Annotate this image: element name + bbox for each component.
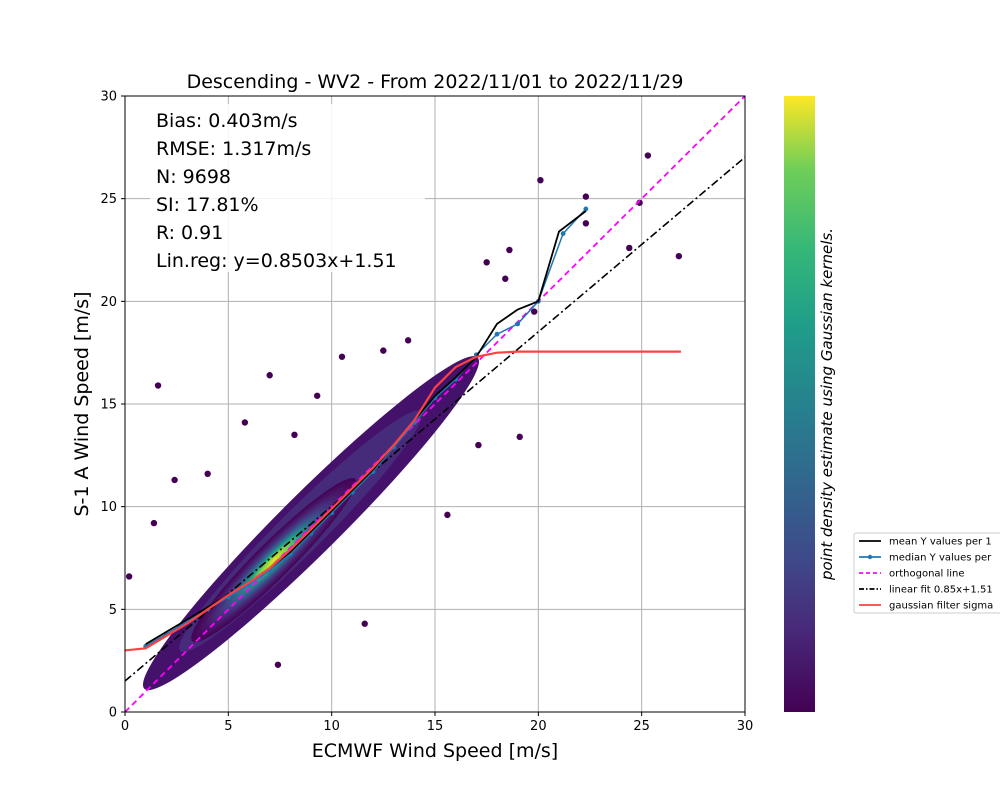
legend-label: orthogonal line (889, 569, 965, 580)
legend-label: median Y values per (889, 553, 992, 564)
scatter-point (582, 193, 590, 200)
stats-line: Bias: 0.403m/s (156, 110, 298, 132)
scatter-point (338, 353, 346, 360)
legend-box (853, 532, 1000, 614)
scatter-point (626, 244, 633, 252)
x-tick-label: 30 (737, 719, 754, 734)
scatter-point (537, 176, 544, 184)
scatter-point (675, 252, 683, 260)
scatter-point (241, 419, 249, 426)
colorbar-label: point density estimate using Gaussian ke… (818, 228, 836, 581)
chart-title: Descending - WV2 - From 2022/11/01 to 20… (187, 71, 684, 93)
legend-label: linear fit 0.85x+1.51 (889, 585, 993, 596)
y-tick-label: 0 (109, 706, 117, 721)
scatter-point (125, 573, 133, 580)
y-tick-label: 10 (100, 500, 117, 515)
legend-marker (867, 554, 873, 560)
y-tick-label: 25 (100, 192, 117, 207)
y-tick-label: 30 (100, 90, 117, 105)
stats-background (150, 104, 425, 272)
scatter-point (314, 392, 321, 399)
scatter-point (644, 152, 652, 159)
scatter-point (531, 308, 538, 315)
x-tick-label: 25 (633, 719, 650, 734)
stats-line: R: 0.91 (156, 222, 223, 244)
scatter-point (444, 511, 451, 519)
stats-line: Lin.reg: y=0.8503x+1.51 (156, 250, 397, 272)
scatter-point (475, 441, 482, 449)
scatter-point (380, 347, 387, 354)
y-tick-label: 15 (100, 398, 117, 413)
scatter-point (361, 620, 368, 627)
scatter-point (291, 431, 298, 438)
series-line-median-y-values-per (145, 208, 587, 647)
median-point (583, 206, 589, 212)
scatter-point (204, 470, 211, 478)
stats-line: SI: 17.81% (156, 194, 259, 216)
legend-label: mean Y values per 1 (889, 537, 992, 548)
scatter-point (274, 661, 282, 668)
scatter-point (582, 220, 590, 227)
scatter-point (171, 476, 178, 484)
scatter-point (154, 382, 162, 389)
scatter-point (502, 275, 509, 282)
series-line-mean-y-values-per-1 (145, 210, 587, 645)
y-axis-label: S-1 A Wind Speed [m/s] (71, 291, 93, 516)
x-tick-label: 0 (121, 719, 129, 734)
stats-line: RMSE: 1.317m/s (156, 138, 311, 160)
colorbar (784, 96, 815, 712)
legend-label: gaussian filter sigma (889, 601, 993, 612)
x-tick-label: 5 (224, 719, 232, 734)
scatter-point (150, 519, 158, 527)
median-point (515, 321, 521, 327)
scatter-point (266, 372, 273, 379)
scatter-point (483, 259, 490, 266)
scatter-point (404, 337, 412, 344)
median-point (494, 331, 500, 337)
series-line-orthogonal-line (125, 96, 745, 712)
series-line-gaussian-filter-sigma (125, 350, 681, 652)
x-tick-label: 10 (323, 719, 340, 734)
stats-line: N: 9698 (156, 166, 231, 188)
x-tick-label: 20 (530, 719, 547, 734)
scatter-point (506, 246, 513, 254)
x-tick-label: 15 (427, 719, 444, 734)
stats-box: Bias: 0.403m/s RMSE: 1.317m/s N: 9698 SI: 1… (150, 104, 425, 272)
y-tick-label: 20 (100, 295, 117, 310)
x-axis-label: ECMWF Wind Speed [m/s] (312, 740, 558, 762)
scatter-point (516, 433, 523, 441)
legend: mean Y values per 1 median Y values per or… (853, 532, 1000, 614)
y-tick-label: 5 (109, 603, 117, 618)
median-point (560, 231, 566, 236)
